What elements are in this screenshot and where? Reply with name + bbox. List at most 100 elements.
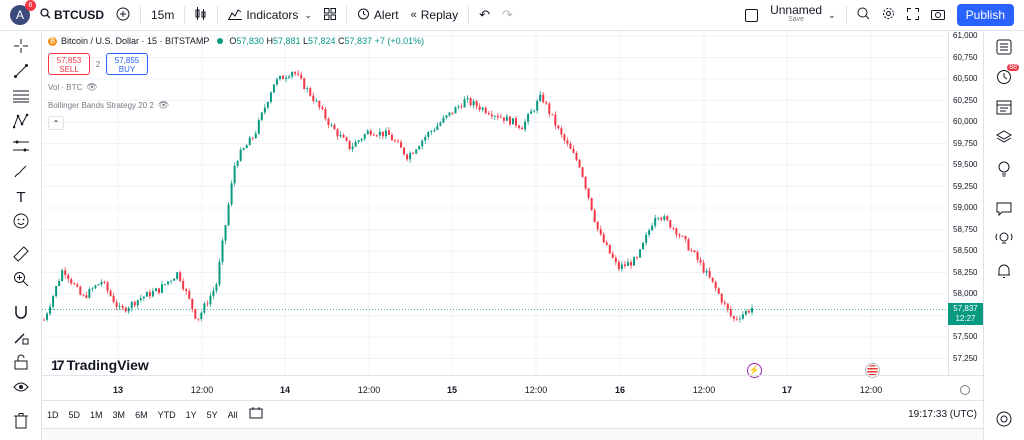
range-1y-button[interactable]: 1Y: [185, 409, 197, 420]
magnet-tool[interactable]: [10, 303, 32, 323]
utc-clock[interactable]: 19:17:33 (UTC): [908, 409, 977, 420]
replay-button[interactable]: « Replay: [405, 0, 464, 31]
emoji-tool[interactable]: [10, 212, 32, 232]
lock-tool[interactable]: [10, 353, 32, 373]
eye-icon[interactable]: 👁: [157, 100, 170, 110]
economic-event-marker[interactable]: [865, 363, 880, 378]
pattern-icon: [12, 113, 29, 132]
range-all-button[interactable]: All: [227, 409, 238, 420]
crosshair-tool[interactable]: [10, 37, 32, 57]
tradingview-logo: 17 TradingView: [51, 357, 149, 373]
drawing-toolbar: T: [0, 31, 42, 440]
candle-body: [493, 115, 496, 117]
layout-checkbox[interactable]: [739, 0, 764, 31]
axis-settings-icon[interactable]: [960, 385, 970, 395]
trade-buttons: 57,853 SELL 2 57,855 BUY: [48, 53, 424, 75]
price-chart[interactable]: [42, 31, 948, 375]
idea-stream-button[interactable]: [993, 229, 1015, 251]
event-marker[interactable]: ⚡: [747, 363, 762, 378]
legend-title[interactable]: Bitcoin / U.S. Dollar · 15 · BITSTAMP: [61, 36, 210, 46]
watchlist-button[interactable]: [993, 37, 1015, 59]
alert-button[interactable]: Alert: [351, 0, 405, 31]
redo-button[interactable]: ↷: [496, 0, 519, 31]
candle-body: [711, 277, 714, 282]
candle-body: [103, 281, 106, 283]
quick-search-button[interactable]: [851, 0, 876, 31]
candle-body: [91, 288, 94, 290]
publish-button[interactable]: Publish: [956, 4, 1014, 26]
candle-body: [705, 270, 708, 273]
candle-body: [294, 72, 297, 74]
range-1m-button[interactable]: 1M: [90, 409, 103, 420]
range-3m-button[interactable]: 3M: [112, 409, 126, 420]
alerts-button[interactable]: 88: [993, 64, 1019, 89]
trend-line-tool[interactable]: [10, 62, 32, 82]
range-ytd-button[interactable]: YTD: [157, 409, 176, 420]
zoom-in-tool[interactable]: [10, 270, 32, 290]
sell-button[interactable]: 57,853 SELL: [48, 53, 90, 75]
range-1d-button[interactable]: 1D: [47, 409, 59, 420]
candle-body: [236, 161, 239, 166]
stay-drawing-tool[interactable]: [10, 328, 32, 348]
hide-tool[interactable]: [10, 378, 32, 398]
time-axis[interactable]: 13 12:00 14 12:00 15 12:00 16 12:00 17 12:00: [42, 375, 983, 400]
magnet-icon: [13, 304, 29, 323]
candle-body: [593, 210, 596, 222]
help-button[interactable]: [993, 409, 1015, 431]
layers-icon: [995, 129, 1013, 148]
candle-body: [472, 101, 475, 106]
range-6m-button[interactable]: 6M: [135, 409, 148, 420]
range-5d-button[interactable]: 5D: [68, 409, 81, 420]
candle-body: [221, 240, 224, 262]
calendar-button[interactable]: [993, 97, 1015, 119]
price-axis[interactable]: 61,000 60,750 60,500 60,250 60,000 59,750 59,5…: [948, 31, 983, 375]
forecast-tool[interactable]: [10, 137, 32, 157]
eye-icon[interactable]: 👁: [86, 82, 98, 92]
layout-name-button[interactable]: Unnamed Save ⌄: [764, 0, 842, 31]
divider: [468, 6, 470, 24]
delete-tool[interactable]: [10, 412, 32, 432]
candle-body: [112, 295, 115, 303]
bollinger-indicator-row[interactable]: Bollinger Bands Strategy 20 2 👁: [48, 100, 424, 111]
candle-body: [708, 270, 711, 278]
candle-body: [400, 142, 403, 148]
compare-button[interactable]: [110, 0, 136, 31]
ruler-tool[interactable]: [10, 245, 32, 265]
chevron-down-icon: ⌄: [828, 9, 836, 20]
candle-body: [478, 106, 481, 110]
undo-button[interactable]: ↶: [473, 0, 496, 31]
range-5y-button[interactable]: 5Y: [206, 409, 218, 420]
pattern-tool[interactable]: [10, 112, 32, 132]
candle-body: [170, 280, 173, 282]
fib-tool[interactable]: [10, 87, 32, 107]
candle-body: [127, 307, 130, 312]
candle-body: [587, 188, 590, 198]
price-tick: 57,500: [953, 332, 978, 341]
candle-body: [43, 319, 45, 321]
volume-indicator-row[interactable]: Vol · BTC 👁: [48, 82, 424, 93]
collapse-legend-button[interactable]: ⌃: [48, 116, 64, 130]
add-symbol-icon: [116, 7, 130, 24]
indicators-button[interactable]: Indicators ⌄: [222, 0, 318, 31]
snapshot-button[interactable]: [925, 0, 951, 31]
fullscreen-button[interactable]: [901, 0, 925, 31]
symbol-search[interactable]: BTCUSD: [34, 0, 110, 31]
settings-button[interactable]: [876, 0, 901, 31]
candle-body: [164, 284, 167, 285]
brush-tool[interactable]: [10, 162, 32, 182]
layers-button[interactable]: [993, 127, 1015, 149]
candle-body: [297, 73, 300, 75]
calendar-goto-icon[interactable]: [249, 407, 263, 422]
interval-button[interactable]: 15m: [151, 8, 175, 22]
trash-icon: [14, 412, 28, 432]
text-tool[interactable]: T: [10, 187, 32, 207]
buy-button[interactable]: 57,855 BUY: [106, 53, 148, 75]
user-avatar[interactable]: A 6: [10, 0, 36, 25]
candle-body: [403, 147, 406, 155]
chart-type-button[interactable]: [189, 0, 213, 31]
chats-button[interactable]: [993, 199, 1015, 221]
layouts-button[interactable]: [318, 0, 342, 31]
notifications-button[interactable]: [993, 261, 1015, 283]
ideas-button[interactable]: [993, 159, 1015, 181]
price-tick: 59,500: [953, 160, 978, 169]
